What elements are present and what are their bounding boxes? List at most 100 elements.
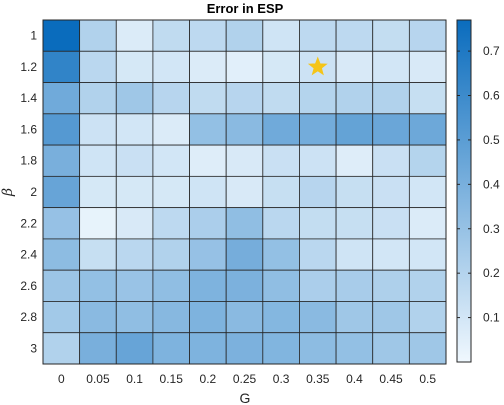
plot-frame: [42, 19, 447, 365]
y-tick-label: 2.8: [20, 310, 37, 324]
heatmap-cell: [115, 19, 154, 52]
heatmap-cell: [189, 332, 227, 365]
heatmap-cell: [335, 269, 374, 302]
heatmap-cell: [79, 269, 117, 302]
heatmap-cell: [152, 50, 190, 83]
y-tick-label: 1.6: [20, 122, 37, 136]
heatmap-cell: [42, 19, 81, 52]
heatmap-cell: [262, 238, 300, 271]
colorbar-tick-label: 0.3: [483, 222, 500, 236]
heatmap-cell: [42, 113, 81, 146]
heatmap-cell: [152, 332, 190, 365]
colorbar-tick-label: 0.6: [483, 89, 500, 103]
heatmap-cell: [189, 50, 227, 83]
heatmap-cell: [152, 238, 190, 271]
heatmap-cell: [372, 301, 410, 334]
x-tick-label: 0.4: [346, 372, 363, 386]
heatmap-cell: [262, 175, 300, 209]
heatmap-cell: [299, 269, 337, 302]
heatmap-cell: [299, 238, 337, 271]
y-tick-label: 2.6: [20, 279, 37, 293]
y-tick-label: 1.8: [20, 154, 37, 168]
heatmap-cell: [299, 175, 337, 209]
y-axis-label: β: [0, 188, 16, 197]
heatmap-cell: [225, 175, 264, 209]
heatmap-cell: [189, 144, 227, 177]
heatmap-cell: [152, 144, 190, 177]
y-tick-label: 2.2: [20, 216, 37, 230]
heatmap-cell: [115, 144, 154, 177]
heatmap-cell: [79, 332, 117, 365]
heatmap-cell: [372, 144, 410, 177]
heatmap-cell: [408, 144, 447, 177]
heatmap-cell: [225, 238, 264, 271]
heatmap-cell: [225, 332, 264, 365]
heatmap-cell: [225, 113, 264, 146]
heatmap-cell: [79, 144, 117, 177]
colorbar-ticks: 0.1 0.2 0.3 0.4 0.5 0.6 0.7: [457, 44, 500, 325]
heatmap-cell: [408, 269, 447, 302]
heatmap-cell: [79, 175, 117, 209]
heatmap-cell: [299, 207, 337, 240]
heatmap-cell: [262, 269, 300, 302]
heatmap-cell: [79, 238, 117, 271]
heatmap-cell: [152, 19, 190, 52]
heatmap-cell: [115, 269, 154, 302]
heatmap-cell: [152, 175, 190, 209]
y-tick-label: 3: [30, 341, 37, 355]
heatmap-cell: [42, 269, 81, 302]
x-tick-label: 0: [58, 372, 65, 386]
heatmap-cell: [372, 332, 410, 365]
heatmap-cell: [372, 269, 410, 302]
heatmap-cell: [335, 144, 374, 177]
x-tick-label: 0.25: [233, 372, 257, 386]
heatmap-cell: [42, 301, 81, 334]
heatmap-cell: [335, 50, 374, 83]
heatmap-cell: [189, 238, 227, 271]
heatmap-cell: [408, 332, 447, 365]
colorbar-tick-label: 0.2: [483, 266, 500, 280]
heatmap-cell: [372, 82, 410, 115]
heatmap-cell: [335, 175, 374, 209]
heatmap-cell: [262, 207, 300, 240]
x-tick-labels: 0 0.05 0.1 0.15 0.2 0.25 0.3 0.35 0.4 0.45 0.5: [58, 372, 436, 386]
colorbar: [456, 19, 472, 363]
heatmap-cell: [79, 82, 117, 115]
heatmap-cell: [335, 19, 374, 52]
heatmap-cell: [372, 238, 410, 271]
heatmap-cell: [115, 207, 154, 240]
heatmap-cell: [42, 207, 81, 240]
heatmap-cell: [42, 332, 81, 365]
heatmap-cell: [335, 82, 374, 115]
x-tick-label: 0.5: [419, 372, 436, 386]
x-tick-label: 0.35: [306, 372, 330, 386]
heatmap-cell: [189, 113, 227, 146]
heatmap-cell: [299, 332, 337, 365]
heatmap-cell: [152, 82, 190, 115]
x-tick-label: 0.45: [379, 372, 403, 386]
heatmap-cell: [372, 207, 410, 240]
heatmap-cell: [408, 175, 447, 209]
y-tick-label: 2.4: [20, 248, 37, 262]
heatmap-cell: [189, 269, 227, 302]
heatmap-cell: [408, 238, 447, 271]
chart-title: Error in ESP: [207, 1, 284, 16]
heatmap-cell: [262, 113, 300, 146]
heatmap-cell: [262, 301, 300, 334]
heatmap-cell: [408, 50, 447, 83]
heatmap-cell: [42, 144, 81, 177]
heatmap-cell: [115, 238, 154, 271]
heatmap-cell: [79, 301, 117, 334]
heatmap-cell: [225, 144, 264, 177]
heatmap-cell: [189, 207, 227, 240]
y-tick-label: 2: [30, 185, 37, 199]
heatmap-cell: [189, 82, 227, 115]
star-marker: [307, 56, 328, 76]
heatmap-cell: [225, 50, 264, 83]
heatmap-cell: [115, 50, 154, 83]
heatmap-cells: [42, 19, 447, 365]
heatmap-cell: [299, 301, 337, 334]
heatmap-cell: [335, 301, 374, 334]
y-tick-label: 1.2: [20, 60, 37, 74]
